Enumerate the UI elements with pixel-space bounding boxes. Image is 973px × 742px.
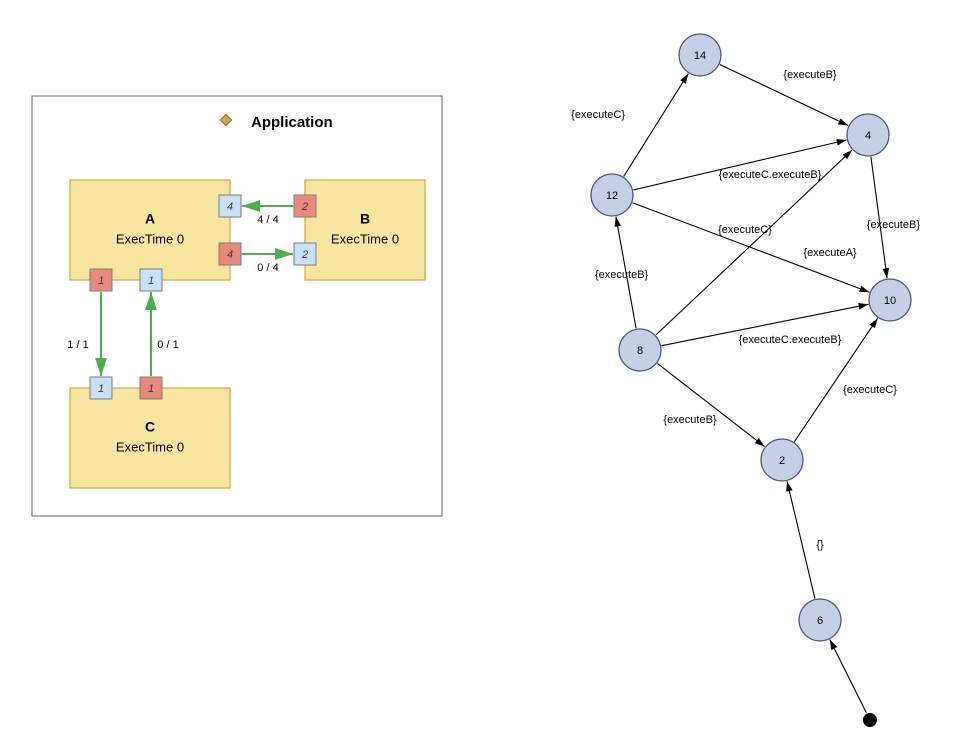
graph-edge-label: {executeC.executeB} (719, 169, 822, 181)
block-sub-C: ExecTime 0 (116, 439, 184, 454)
port-label-A_in1: 1 (148, 275, 154, 287)
graph-edge (657, 363, 764, 446)
graph-edge (633, 140, 846, 190)
port-label-C_out1: 1 (148, 383, 154, 395)
port-label-A_in4: 4 (227, 201, 233, 213)
graph-edge-label: {} (816, 539, 824, 551)
block-title-C: C (145, 419, 155, 435)
block-sub-B: ExecTime 0 (331, 231, 399, 246)
flow-edge-label: 4 / 4 (257, 214, 278, 226)
graph-edge-label: {executeB} (867, 219, 921, 231)
graph-edge (871, 157, 887, 278)
port-label-C_in1: 1 (98, 383, 104, 395)
port-label-B_in2: 2 (301, 249, 308, 261)
graph-start-node (863, 713, 877, 727)
graph-node-label-14: 14 (694, 50, 706, 62)
flow-edge-label: 0 / 4 (257, 262, 278, 274)
block-B (305, 180, 425, 280)
graph-edge (624, 74, 689, 177)
graph-edge-label: {executeC} (571, 109, 625, 121)
graph-edge-label: {executeB} (663, 414, 717, 426)
port-label-A_out1: 1 (98, 275, 104, 287)
graph-edge-label: {executeA} (803, 247, 857, 259)
block-title-A: A (145, 211, 155, 227)
port-label-A_out4: 4 (227, 249, 233, 261)
graph-node-label-8: 8 (637, 345, 643, 357)
port-label-B_out2: 2 (301, 201, 308, 213)
block-title-B: B (360, 211, 370, 227)
application-block-diagram: Application A ExecTime 0 B ExecTime 0 C ExecTi… (32, 96, 442, 516)
graph-edge-label: {executeC.executeB} (739, 334, 842, 346)
flow-edge-label: 0 / 1 (157, 339, 178, 351)
flow-edge-label: 1 / 1 (67, 339, 88, 351)
graph-edge (787, 481, 815, 598)
graph-edge-label: {executeC} (718, 224, 772, 236)
graph-node-label-6: 6 (817, 615, 823, 627)
graph-node-label-4: 4 (865, 130, 871, 142)
block-A (70, 180, 230, 280)
graph-edge (830, 640, 867, 713)
graph-edge-label: {executeB} (595, 269, 649, 281)
graph-node-label-12: 12 (606, 190, 618, 202)
state-graph: {executeC} {executeB} {executeC.executeB} {… (571, 34, 920, 727)
graph-node-label-10: 10 (884, 295, 896, 307)
panel-title: Application (251, 114, 333, 131)
graph-edge-label: {executeB} (783, 69, 837, 81)
block-sub-A: ExecTime 0 (116, 231, 184, 246)
graph-edge-label: {executeC} (843, 384, 897, 396)
block-C (70, 388, 230, 488)
graph-node-label-2: 2 (779, 455, 785, 467)
